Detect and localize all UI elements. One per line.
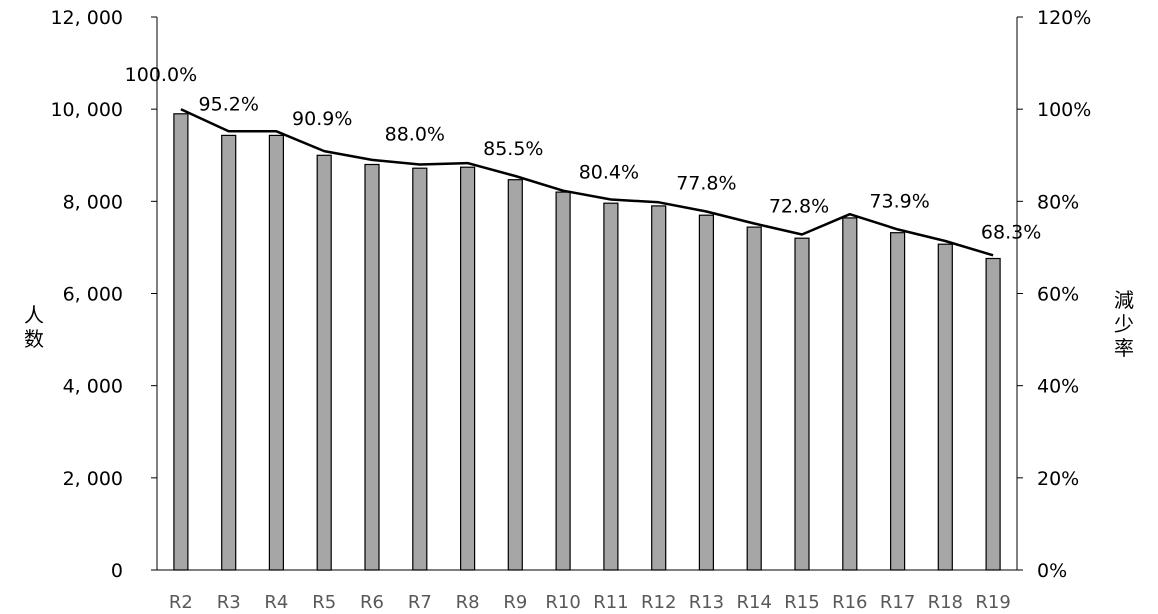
- data-label: 68.3%: [981, 221, 1041, 243]
- bar-R16: [842, 217, 858, 571]
- bar-R6: [364, 163, 380, 571]
- y-right-axis-title: 減少率: [1114, 288, 1134, 360]
- line-group: [180, 108, 994, 257]
- x-tick-label: R12: [641, 592, 676, 613]
- x-tick-label: R13: [689, 592, 724, 613]
- x-tick-label: R9: [503, 592, 527, 613]
- bar-R17: [889, 232, 906, 571]
- data-label: 88.0%: [385, 124, 445, 146]
- bars-group: [173, 113, 1001, 571]
- data-label: 100.0%: [125, 64, 197, 86]
- y-left-tick-label: 2, 000: [63, 468, 123, 490]
- x-tick-label: R10: [545, 592, 580, 613]
- y-right-tick-label: 40%: [1037, 376, 1079, 398]
- bar-R15: [794, 237, 810, 571]
- bar-R7: [412, 167, 428, 571]
- y-right-tick-label: 120%: [1037, 7, 1091, 29]
- y-left-tick-label: 8, 000: [63, 191, 123, 213]
- y-left-axis-title: 人数: [24, 303, 44, 351]
- y-left-tick-label: 0: [111, 560, 123, 582]
- x-tick-label: R3: [217, 592, 241, 613]
- y-right-tick-label: 100%: [1037, 99, 1091, 121]
- y-left-tick-label: 10, 000: [50, 99, 123, 121]
- bar-R8: [460, 166, 476, 571]
- y-right-tick-label: 60%: [1037, 284, 1079, 306]
- bar-R13: [698, 214, 715, 571]
- bar-R3: [221, 134, 237, 571]
- bar-R5: [316, 154, 332, 571]
- bar-R19: [985, 257, 1001, 571]
- y-left-tick-label: 4, 000: [63, 376, 123, 398]
- axis-labels: 人数 減少率: [24, 288, 1134, 360]
- y-left-ticks: 0 2, 000 4, 000 6, 000 8, 000 10, 000 12, 000: [50, 7, 157, 582]
- data-label: 72.8%: [769, 196, 829, 218]
- x-tick-label: R2: [169, 592, 193, 613]
- y-left-tick-label: 6, 000: [63, 284, 123, 306]
- rate-line: [180, 108, 994, 257]
- x-tick-label: R6: [360, 592, 384, 613]
- y-left-tick-label: 12, 000: [50, 7, 123, 29]
- bar-R14: [746, 226, 762, 571]
- bar-R2: [173, 113, 189, 571]
- x-tick-label: R4: [264, 592, 288, 613]
- x-tick-label: R11: [593, 592, 628, 613]
- x-tick-label: R16: [832, 592, 867, 613]
- y-right-tick-label: 0%: [1037, 560, 1067, 582]
- bar-R10: [555, 191, 571, 571]
- x-ticks: R2 R3 R4 R5 R6 R7 R8 R9 R10 R11 R12 R13 R14 R15 R16 R17…: [169, 592, 1011, 613]
- y-right-tick-label: 80%: [1037, 191, 1079, 213]
- x-tick-label: R17: [880, 592, 915, 613]
- x-tick-label: R7: [408, 592, 432, 613]
- bar-R4: [268, 134, 284, 571]
- bar-R9: [507, 179, 523, 571]
- bar-R18: [937, 243, 953, 571]
- data-labels: 100.0%95.2% 90.9% 88.0% 85.5% 80.4% 77.8% 72.8…: [125, 64, 1042, 243]
- data-label: 73.9%: [869, 190, 929, 212]
- data-label: 77.8%: [676, 173, 736, 195]
- axes-group: [156, 17, 1018, 571]
- bar-R11: [603, 202, 619, 571]
- x-tick-label: R18: [928, 592, 963, 613]
- data-label: 80.4%: [579, 162, 639, 184]
- x-tick-label: R15: [784, 592, 819, 613]
- x-tick-label: R8: [456, 592, 480, 613]
- y-right-tick-label: 20%: [1037, 468, 1079, 490]
- y-right-ticks: 0% 20% 40% 60% 80% 100% 120%: [1017, 7, 1091, 582]
- x-tick-label: R19: [975, 592, 1010, 613]
- x-tick-label: R5: [312, 592, 336, 613]
- data-label: 95.2%: [199, 93, 259, 115]
- bar-R12: [651, 205, 667, 571]
- x-tick-label: R14: [736, 592, 771, 613]
- data-label: 85.5%: [483, 138, 543, 160]
- data-label: 90.9%: [292, 108, 352, 130]
